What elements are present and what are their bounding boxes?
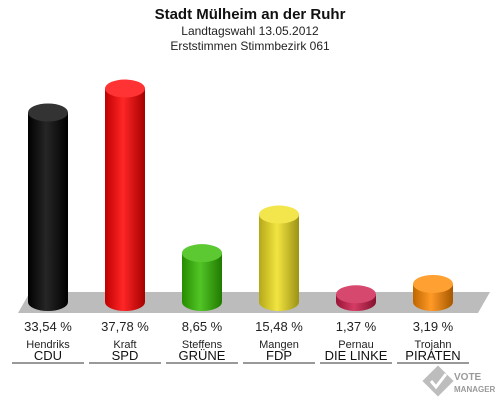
party-label: CDU [34,348,62,363]
bar-cap [413,274,453,293]
bar-piraten [413,274,453,311]
value-label: 33,54 % [24,319,72,334]
party-label: FDP [266,348,292,363]
logo-text-vote: VOTE [454,372,482,383]
candidate-label: Steffens [182,339,223,351]
value-label: 1,37 % [336,319,377,334]
vote-manager-logo: VOTE MANAGER [422,365,496,397]
candidate-label: Hendriks [26,339,70,351]
value-label: 37,78 % [101,319,149,334]
bar-body [182,253,222,311]
bar-group [28,79,453,312]
value-label: 15,48 % [255,319,303,334]
chart-subtitle-date: Landtagswahl 13.05.2012 [181,24,319,38]
logo-text-manager: MANAGER [454,385,496,394]
party-label: DIE LINKE [325,348,388,363]
bar-body [259,214,299,311]
bar-cdu [28,103,68,312]
bar-body [28,112,68,312]
bar-die-linke [336,285,376,311]
candidate-label: Pernau [338,339,373,351]
bar-cap [28,103,68,122]
value-label: 8,65 % [182,319,223,334]
party-label: PIRATEN [405,348,460,363]
bar-cap [182,244,222,263]
candidate-label: Mangen [259,339,299,351]
party-label: GRÜNE [179,348,226,363]
party-label: SPD [112,348,139,363]
bar-body [105,88,145,311]
candidate-label: Kraft [113,339,136,351]
bar-spd [105,79,145,311]
bar-gr-ne [182,244,222,311]
bar-cap [105,79,145,98]
value-label: 3,19 % [413,319,454,334]
chart-subtitle-district: Erststimmen Stimmbezirk 061 [170,39,330,53]
chart-title: Stadt Mülheim an der Ruhr [155,6,346,23]
bar-cap [259,205,299,224]
candidate-label: Trojahn [415,339,452,351]
bar-fdp [259,205,299,311]
bar-cap [336,285,376,304]
